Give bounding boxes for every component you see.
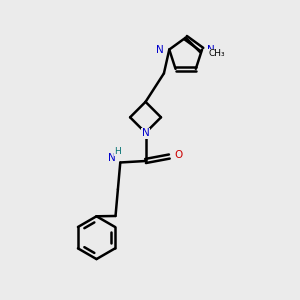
Text: CH₃: CH₃ <box>209 49 225 58</box>
Text: N: N <box>156 45 164 55</box>
Text: N: N <box>142 128 149 138</box>
Text: N: N <box>108 153 116 163</box>
Text: H: H <box>115 147 121 156</box>
Text: O: O <box>175 150 183 160</box>
Text: N: N <box>207 45 215 55</box>
